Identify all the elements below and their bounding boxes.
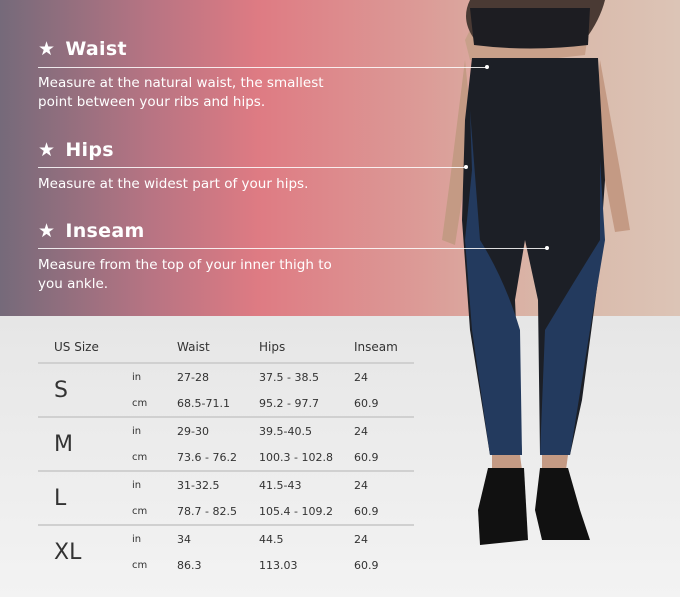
inseam-in: 24 [354, 424, 368, 438]
hips-pointer-line [38, 167, 466, 168]
waist-description: Measure at the natural waist, the smalle… [38, 75, 324, 110]
waist-cm: 68.5-71.1 [177, 390, 259, 418]
inseam-in: 24 [354, 478, 368, 492]
hips-cm: 100.3 - 102.8 [259, 444, 354, 472]
inseam-cm: 60.9 [354, 444, 414, 472]
waist-pointer-dot [485, 65, 489, 69]
leggings-left-panel [465, 110, 522, 455]
left-shoe [478, 468, 528, 545]
unit-in: in [132, 371, 142, 383]
unit-in: in [132, 479, 142, 491]
table-row: M in 29-30 39.5-40.5 24 [38, 417, 414, 472]
unit-cm: cm [132, 444, 177, 472]
hips-cm: 113.03 [259, 558, 298, 572]
hips-description: Measure at the widest part of your hips. [38, 176, 309, 192]
header-waist: Waist [177, 336, 259, 364]
waist-cm: 86.3 [177, 558, 202, 572]
model-right-arm [595, 60, 630, 232]
leggings-right-panel [540, 160, 605, 455]
size-label: M [38, 417, 132, 472]
inseam-description: Measure from the top of your inner thigh… [38, 257, 332, 292]
header-hips: Hips [259, 336, 354, 364]
unit-cm: cm [132, 390, 177, 418]
table-row: cm 86.3 113.03 60.9 [38, 552, 414, 578]
star-icon: ★ [38, 38, 56, 60]
size-label: XL [54, 539, 82, 565]
waist-cm: 78.7 - 82.5 [177, 498, 259, 526]
model-left-arm [442, 60, 470, 245]
table-row: cm 78.7 - 82.5 105.4 - 109.2 60.9 [38, 498, 414, 526]
hips-in: 44.5 [259, 532, 284, 546]
header-us-size: US Size [38, 336, 132, 364]
size-label: S [38, 363, 132, 418]
star-icon: ★ [38, 220, 56, 242]
unit-in: in [132, 533, 142, 545]
waist-pointer-line [38, 67, 486, 68]
star-icon: ★ [38, 139, 56, 161]
table-row: L in 31-32.5 41.5-43 24 [38, 471, 414, 526]
table-row: S in 27-28 37.5 - 38.5 24 [38, 363, 414, 418]
waist-in: 34 [177, 532, 191, 546]
right-shoe [535, 468, 590, 540]
inseam-title: Inseam [65, 220, 145, 242]
hips-heading: ★ Hips [38, 139, 114, 161]
hips-in: 39.5-40.5 [259, 424, 312, 438]
unit-in: in [132, 425, 142, 437]
sports-bra [470, 8, 590, 49]
inseam-cm: 60.9 [354, 558, 379, 572]
hips-title: Hips [65, 139, 114, 161]
inseam-in: 24 [354, 370, 368, 384]
size-label: L [38, 471, 132, 526]
inseam-heading: ★ Inseam [38, 220, 145, 242]
inseam-cm: 60.9 [354, 498, 414, 526]
inseam-pointer-dot [545, 246, 549, 250]
waist-in: 29-30 [177, 424, 209, 438]
inseam-cm: 60.9 [354, 390, 414, 418]
hips-in: 41.5-43 [259, 478, 302, 492]
waist-in: 27-28 [177, 370, 209, 384]
unit-cm: cm [132, 498, 177, 526]
hips-in: 37.5 - 38.5 [259, 370, 319, 384]
waist-in: 31-32.5 [177, 478, 220, 492]
header-unit [132, 336, 177, 364]
hips-cm: 105.4 - 109.2 [259, 498, 354, 526]
header-inseam: Inseam [354, 336, 414, 364]
unit-cm: cm [132, 559, 148, 571]
inseam-in: 24 [354, 532, 368, 546]
table-row: cm 68.5-71.1 95.2 - 97.7 60.9 [38, 390, 414, 418]
waist-heading: ★ Waist [38, 38, 127, 60]
hips-pointer-dot [464, 165, 468, 169]
table-header-row: US Size Waist Hips Inseam [38, 336, 414, 364]
waist-title: Waist [65, 38, 127, 60]
hips-cm: 95.2 - 97.7 [259, 390, 354, 418]
table-row: XL in 34 44.5 24 [38, 525, 414, 565]
waist-cm: 73.6 - 76.2 [177, 444, 259, 472]
size-table: US Size Waist Hips Inseam S in 27-28 37.… [38, 336, 414, 578]
table-row: cm 73.6 - 76.2 100.3 - 102.8 60.9 [38, 444, 414, 472]
inseam-pointer-line [38, 248, 546, 249]
